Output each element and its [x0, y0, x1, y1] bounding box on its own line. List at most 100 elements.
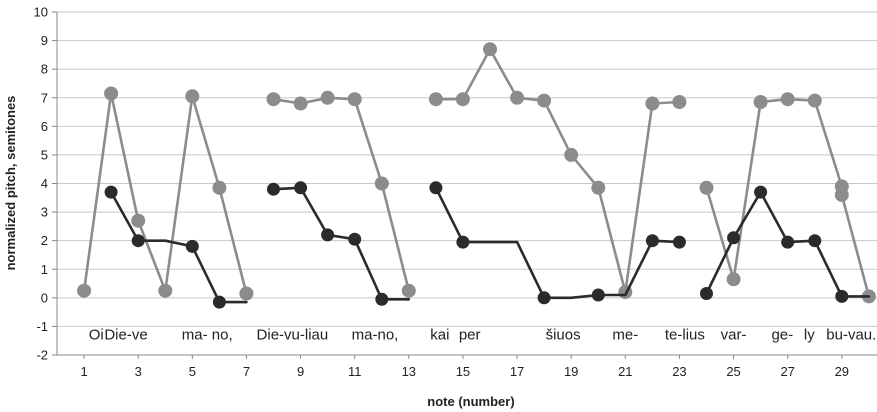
data-point: [455, 92, 470, 107]
data-point: [727, 231, 741, 245]
x-tick-label: 15: [456, 364, 470, 379]
series-line: [434, 47, 681, 294]
lyric-label: me-: [612, 326, 638, 343]
data-point: [348, 232, 362, 246]
data-point: [808, 234, 822, 248]
lyric-label: te-lius: [665, 326, 705, 343]
lyric-label: per: [459, 326, 481, 343]
lyric-label: ma- no,: [182, 326, 233, 343]
data-point: [212, 295, 226, 309]
series-2: [104, 181, 871, 309]
data-point: [537, 291, 551, 305]
data-point: [645, 234, 659, 248]
data-point: [510, 90, 525, 105]
x-axis-title: note (number): [427, 394, 514, 409]
x-tick-label: 7: [243, 364, 250, 379]
data-point: [753, 95, 768, 109]
lyric-label: Oi: [89, 326, 104, 343]
y-tick-label: -1: [36, 319, 48, 334]
data-point: [401, 283, 416, 298]
data-point: [591, 180, 606, 195]
data-point: [699, 180, 714, 195]
lyric-label: ma-no,: [352, 326, 399, 343]
y-tick-label: 5: [41, 147, 48, 162]
data-point: [266, 92, 281, 107]
data-point: [267, 182, 280, 196]
series-line: [272, 186, 411, 301]
data-point: [104, 185, 118, 199]
data-point: [672, 95, 687, 109]
data-point: [781, 235, 795, 249]
data-point: [834, 187, 849, 202]
data-point: [294, 181, 308, 195]
x-tick-label: 27: [780, 364, 794, 379]
data-point: [645, 96, 660, 111]
lyric-label: Die-vu-liau: [257, 326, 329, 343]
x-tick-label: 5: [189, 364, 196, 379]
x-tick-label: 1: [80, 364, 87, 379]
y-tick-label: 9: [41, 33, 48, 48]
series-line: [434, 186, 681, 300]
series-1: [77, 42, 876, 304]
x-tick-label: 9: [297, 364, 304, 379]
data-point: [807, 93, 822, 108]
y-tick-label: 6: [41, 119, 48, 134]
data-point: [185, 239, 199, 253]
data-point: [374, 176, 389, 191]
data-point: [429, 181, 443, 195]
data-point: [672, 235, 686, 249]
data-point: [564, 147, 579, 162]
data-point: [428, 92, 443, 107]
data-point: [158, 283, 173, 298]
y-tick-label: 2: [41, 233, 48, 248]
data-point: [104, 86, 119, 101]
data-point: [456, 235, 470, 249]
series-line: [109, 190, 248, 304]
x-tick-label: 21: [618, 364, 632, 379]
lyric-label: kai: [430, 326, 449, 343]
data-point: [131, 213, 146, 228]
data-point: [754, 185, 768, 199]
data-point: [726, 272, 741, 287]
lyric-label: šiuos: [546, 326, 581, 343]
x-tick-label: 3: [135, 364, 142, 379]
x-tick-label: 17: [510, 364, 524, 379]
data-point: [131, 234, 145, 248]
data-point: [835, 289, 849, 303]
x-tick-label: 25: [726, 364, 740, 379]
lyric-label: Die-ve: [104, 326, 147, 343]
x-tick-label: 19: [564, 364, 578, 379]
y-tick-label: 0: [41, 290, 48, 305]
lyric-annotations: Oi Die-ve ma- no, Die-vu-liau ma-no, kai per ši…: [89, 326, 877, 343]
data-point: [375, 292, 389, 306]
y-tick-label: 10: [34, 5, 48, 20]
x-tick-label: 13: [402, 364, 416, 379]
lyric-label: bu-vau.: [826, 326, 876, 343]
data-point: [320, 90, 335, 105]
lyric-label: ly: [804, 326, 815, 343]
data-point: [239, 286, 254, 301]
y-tick-label: 3: [41, 205, 48, 220]
data-point: [700, 287, 713, 300]
data-point: [347, 92, 362, 107]
series-group: [77, 42, 876, 309]
lyric-label: ge-: [771, 326, 793, 343]
data-point: [483, 42, 497, 57]
y-axis-title: normalized pitch, semitones: [3, 96, 18, 271]
y-tick-label: 8: [41, 62, 48, 77]
data-point: [77, 283, 92, 298]
data-point: [537, 93, 552, 108]
data-point: [321, 228, 335, 242]
x-tick-label: 11: [348, 364, 362, 379]
y-tick-label: -2: [36, 348, 48, 363]
y-tick-label: 1: [41, 262, 48, 277]
y-tick-label: 4: [41, 176, 48, 191]
x-tick-label: 23: [672, 364, 686, 379]
data-point: [185, 89, 200, 104]
data-point: [780, 92, 795, 107]
x-tick-label: 29: [835, 364, 849, 379]
y-tick-label: 7: [41, 90, 48, 105]
data-point: [212, 180, 227, 195]
